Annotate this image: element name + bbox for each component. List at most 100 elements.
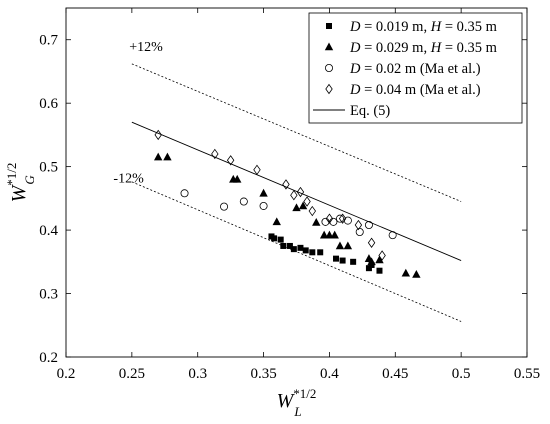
series-3-point-11 [354, 219, 363, 231]
legend-label-1-part-2: H [430, 40, 443, 56]
series-0-point-4 [286, 242, 293, 249]
series-1-point-1 [163, 152, 172, 161]
x-axis-label-sup: *1/2 [293, 386, 316, 401]
legend-label-0-part-3: = 0.35 m [441, 19, 497, 35]
legend-label-0-part-2: H [430, 19, 443, 35]
series-0-point-5 [290, 246, 297, 253]
series-3-point-4 [282, 179, 290, 190]
legend-label-1-part-1: = 0.029 m, [360, 40, 430, 56]
x-axis-label: W*1/2 L [277, 386, 317, 419]
series-2-point-9 [364, 221, 373, 230]
legend-label-3-part-0: D [349, 82, 361, 98]
legend-label-1-part-0: D [349, 40, 361, 56]
reference-line-0 [131, 121, 462, 261]
series-1-point-12 [335, 241, 345, 250]
legend-label-2: D = 0.02 m (Ma et al.) [349, 61, 481, 77]
series-1-point-5 [272, 217, 281, 226]
series-1-point-3 [233, 174, 242, 183]
x-axis-label-sub: L [293, 404, 301, 419]
series-0-point-11 [339, 257, 346, 264]
legend-marker-1 [324, 42, 334, 51]
series-3-point-0 [154, 129, 162, 141]
series-1-point-4 [259, 188, 268, 197]
x-tick-label-0: 0.2 [57, 366, 76, 382]
y-axis-label-text: W*1/2 G [4, 163, 37, 203]
series-3-point-6 [296, 186, 305, 198]
x-tick-label-5: 0.45 [382, 366, 408, 382]
annotation-0: +12% [129, 40, 163, 55]
series-2-point-8 [355, 227, 364, 236]
series-3-point-9 [325, 213, 334, 224]
series-2-point-2 [239, 197, 248, 206]
series-0-point-12 [350, 258, 357, 265]
series-1-point-0 [154, 152, 163, 161]
series-1-point-15 [367, 257, 376, 266]
y-axis-label-sup: *1/2 [4, 163, 19, 186]
x-tick-label-7: 0.55 [514, 366, 540, 382]
y-axis-label-base: W [8, 183, 30, 202]
y-tick-label-0: 0.2 [39, 350, 58, 366]
series-0-point-3 [280, 242, 287, 249]
y-axis-label: W*1/2 G [4, 163, 37, 203]
legend-marker-2 [324, 64, 333, 73]
legend-label-0-part-0: D [349, 19, 361, 35]
x-tick-label-4: 0.4 [320, 366, 339, 382]
x-axis-label-text: W*1/2 L [277, 386, 317, 419]
series-0-point-13 [365, 265, 372, 272]
series-3-point-8 [308, 205, 316, 217]
series-1-point-16 [375, 255, 384, 264]
series-1-point-8 [312, 217, 321, 226]
legend-label-3: D = 0.04 m (Ma et al.) [349, 82, 481, 98]
y-tick-label-2: 0.4 [39, 223, 58, 239]
legend-box [308, 12, 523, 124]
x-tick-label-6: 0.5 [452, 366, 471, 382]
annotation-1: -12% [113, 172, 144, 187]
series-3-point-5 [290, 190, 298, 201]
plot-frame [65, 7, 528, 358]
series-2-point-1 [220, 202, 229, 211]
legend-label-2-part-0: D [349, 61, 361, 77]
x-axis-label-base: W [277, 390, 296, 412]
series-1-point-17 [401, 268, 411, 277]
legend-marker-3 [325, 83, 333, 95]
series-2-point-0 [180, 189, 189, 198]
series-1-point-13 [343, 241, 353, 250]
legend-marker-0 [326, 23, 332, 29]
x-tick-label-2: 0.3 [188, 366, 207, 382]
legend-label-1-part-3: = 0.35 m [441, 40, 497, 56]
series-3-point-10 [338, 213, 347, 224]
series-0-point-1 [271, 235, 278, 242]
series-3-point-1 [211, 148, 219, 160]
legend-label-0-part-1: = 0.019 m, [360, 19, 430, 35]
series-2-point-6 [335, 214, 344, 223]
series-1-point-6 [292, 203, 301, 212]
series-0-point-15 [376, 267, 383, 274]
y-tick-label-1: 0.3 [39, 287, 58, 303]
y-tick-label-5: 0.7 [39, 33, 58, 49]
series-3-point-7 [303, 196, 311, 207]
series-3-point-3 [253, 164, 261, 175]
series-0-point-8 [309, 249, 316, 256]
legend-label-1: D = 0.029 m, H = 0.35 m [349, 40, 498, 56]
series-2-point-5 [329, 217, 338, 226]
series-2-point-3 [259, 201, 268, 210]
series-2-point-4 [321, 217, 330, 226]
series-3-point-2 [226, 155, 235, 166]
series-1-point-18 [412, 270, 421, 278]
y-axis-label-sub: G [22, 175, 37, 185]
x-tick-label-1: 0.25 [119, 366, 145, 382]
legend-label-4-part-0: Eq. (5) [350, 103, 390, 119]
series-3-point-13 [378, 250, 386, 261]
legend-label-4: Eq. (5) [350, 103, 390, 119]
series-1-point-9 [319, 230, 329, 239]
series-1-point-7 [298, 201, 308, 210]
series-0-point-10 [333, 255, 340, 262]
series-0-point-2 [277, 236, 284, 243]
y-tick-label-4: 0.6 [39, 96, 58, 112]
legend-label-2-part-1: = 0.02 m (Ma et al.) [360, 61, 480, 77]
series-2-point-10 [388, 231, 397, 240]
y-tick-label-3: 0.5 [39, 160, 58, 176]
legend-label-3-part-1: = 0.04 m (Ma et al.) [360, 82, 480, 98]
legend-label-0: D = 0.019 m, H = 0.35 m [349, 19, 498, 35]
